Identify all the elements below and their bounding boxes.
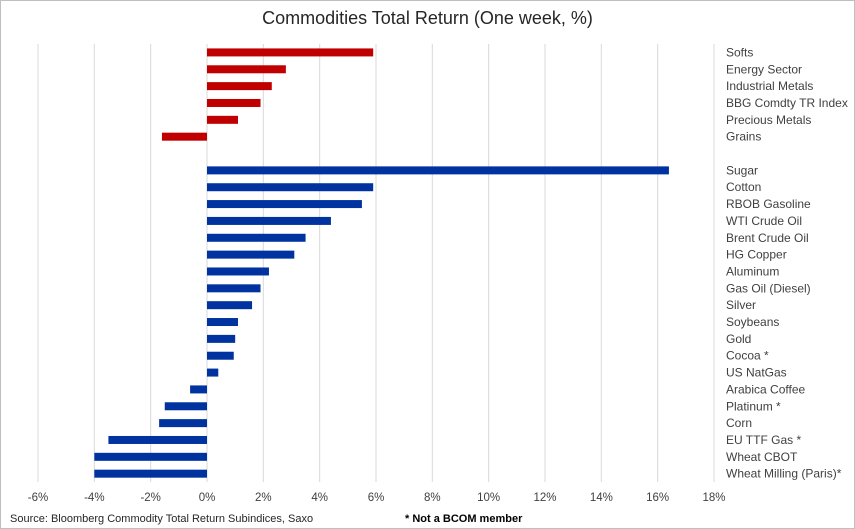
category-label: Precious Metals — [726, 113, 811, 127]
category-label: Soybeans — [726, 315, 779, 329]
category-label: Energy Sector — [726, 62, 802, 76]
bar — [207, 115, 238, 124]
bar — [207, 98, 261, 107]
bar — [161, 132, 207, 141]
x-tick-label: 18% — [702, 492, 725, 504]
x-tick-label: -4% — [84, 492, 104, 504]
bar — [207, 200, 362, 209]
bar — [108, 435, 207, 444]
x-tick-label: 2% — [255, 492, 272, 504]
bar — [207, 351, 234, 360]
bar — [207, 368, 219, 377]
bar — [207, 183, 374, 192]
category-label: BBG Comdty TR Index — [726, 96, 848, 110]
category-label: Platinum * — [726, 399, 781, 413]
category-label: RBOB Gasoline — [726, 197, 811, 211]
bar — [207, 301, 253, 310]
bar — [207, 250, 295, 259]
x-tick-label: 16% — [646, 492, 669, 504]
x-tick-label: 14% — [590, 492, 613, 504]
source-note: Source: Bloomberg Commodity Total Return… — [10, 513, 314, 525]
category-label: Industrial Metals — [726, 79, 813, 93]
bar — [207, 284, 261, 293]
chart-title: Commodities Total Return (One week, %) — [262, 8, 593, 28]
bcom-member-note: * Not a BCOM member — [405, 513, 523, 525]
x-tick-label: 12% — [533, 492, 556, 504]
category-label: Cocoa * — [726, 349, 769, 363]
category-label: HG Copper — [726, 248, 787, 262]
x-tick-label: -2% — [140, 492, 160, 504]
x-tick-label: 6% — [368, 492, 385, 504]
bar — [207, 82, 272, 91]
x-tick-label: 10% — [477, 492, 500, 504]
category-label: Wheat Milling (Paris)* — [726, 467, 842, 481]
category-label: Aluminum — [726, 264, 779, 278]
category-label: Arabica Coffee — [726, 382, 805, 396]
category-label: Cotton — [726, 180, 761, 194]
bar — [94, 469, 207, 478]
bar — [159, 419, 207, 428]
x-tick-label: 4% — [311, 492, 328, 504]
category-label: US NatGas — [726, 366, 787, 380]
bar — [94, 452, 207, 461]
bar — [207, 318, 238, 327]
bar — [207, 48, 374, 57]
category-label: WTI Crude Oil — [726, 214, 802, 228]
category-label: Softs — [726, 45, 753, 59]
category-label: EU TTF Gas * — [726, 433, 801, 447]
category-label: Grains — [726, 130, 761, 144]
category-label: Gold — [726, 332, 751, 346]
category-label: Wheat CBOT — [726, 450, 798, 464]
bar — [207, 216, 331, 225]
x-tick-label: 8% — [424, 492, 441, 504]
bar — [207, 267, 269, 276]
category-label: Gas Oil (Diesel) — [726, 281, 811, 295]
bar — [207, 65, 286, 74]
category-label: Silver — [726, 298, 756, 312]
bar — [207, 166, 669, 175]
bar — [190, 385, 207, 394]
x-tick-label: -6% — [28, 492, 48, 504]
bar — [207, 334, 236, 343]
category-label: Sugar — [726, 163, 758, 177]
category-label: Corn — [726, 416, 752, 430]
x-tick-label: 0% — [199, 492, 216, 504]
bar — [207, 233, 306, 242]
category-label: Brent Crude Oil — [726, 231, 809, 245]
bar — [164, 402, 207, 411]
